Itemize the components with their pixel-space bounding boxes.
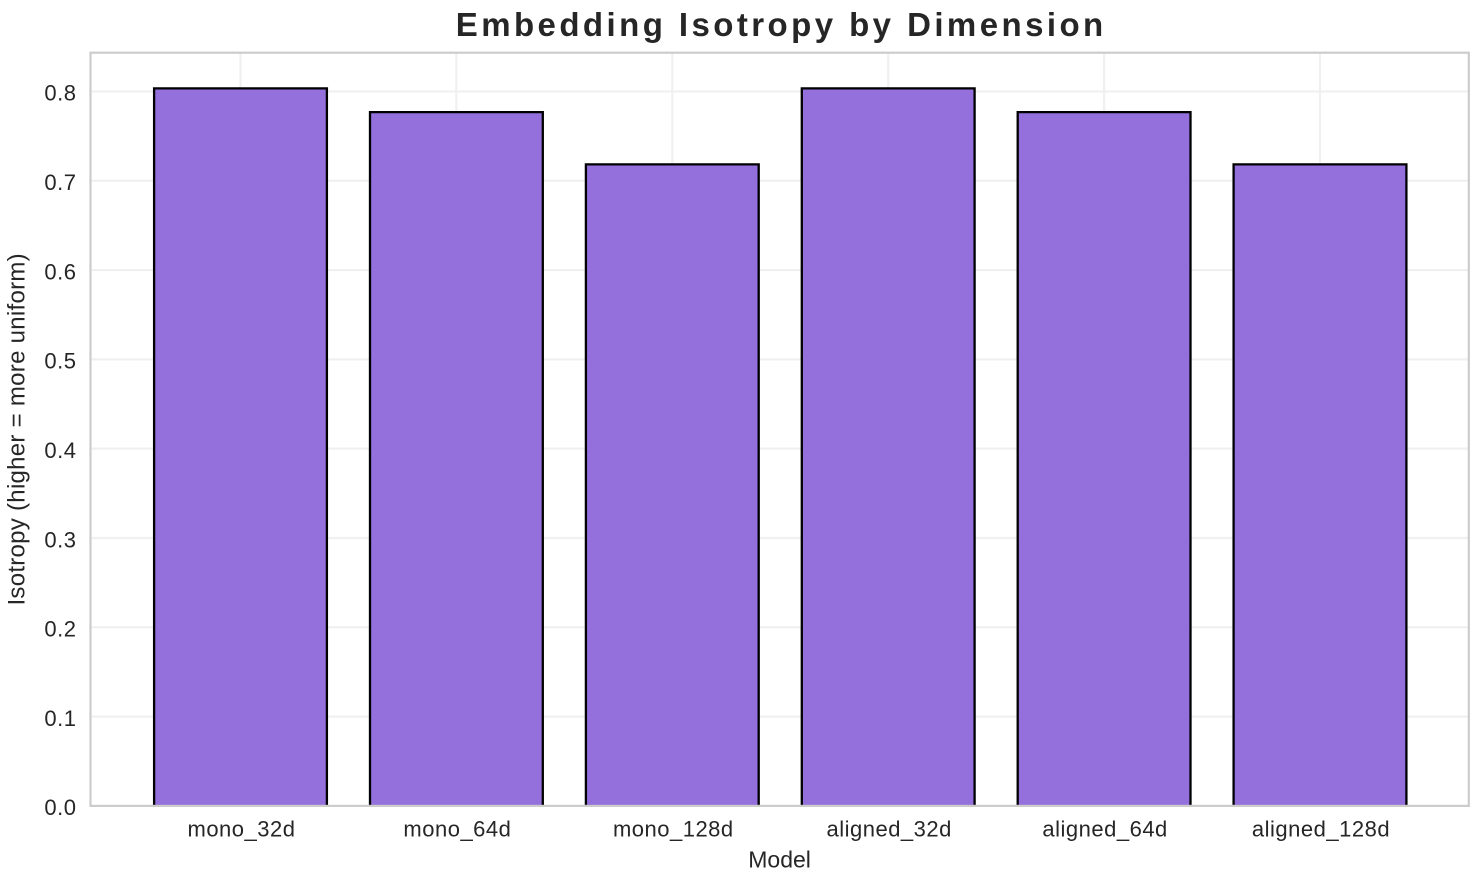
- svg-text:0.4: 0.4: [44, 438, 76, 463]
- svg-text:0.6: 0.6: [44, 259, 76, 284]
- svg-text:aligned_64d: aligned_64d: [1042, 817, 1167, 842]
- svg-text:0.8: 0.8: [44, 81, 76, 106]
- svg-text:0.0: 0.0: [44, 795, 76, 820]
- svg-text:mono_32d: mono_32d: [188, 817, 296, 842]
- svg-text:aligned_128d: aligned_128d: [1252, 817, 1390, 842]
- svg-text:0.1: 0.1: [44, 706, 76, 731]
- svg-text:Model: Model: [748, 846, 811, 872]
- svg-text:mono_128d: mono_128d: [613, 817, 734, 842]
- svg-text:0.7: 0.7: [44, 170, 76, 195]
- svg-text:Embedding Isotropy by Dimensio: Embedding Isotropy by Dimension: [456, 6, 1107, 43]
- svg-text:mono_64d: mono_64d: [403, 817, 511, 842]
- svg-text:Isotropy (higher = more unifor: Isotropy (higher = more uniform): [4, 253, 31, 605]
- svg-text:aligned_32d: aligned_32d: [826, 817, 951, 842]
- svg-text:0.2: 0.2: [44, 617, 76, 642]
- svg-text:0.5: 0.5: [44, 349, 76, 374]
- svg-text:0.3: 0.3: [44, 527, 76, 552]
